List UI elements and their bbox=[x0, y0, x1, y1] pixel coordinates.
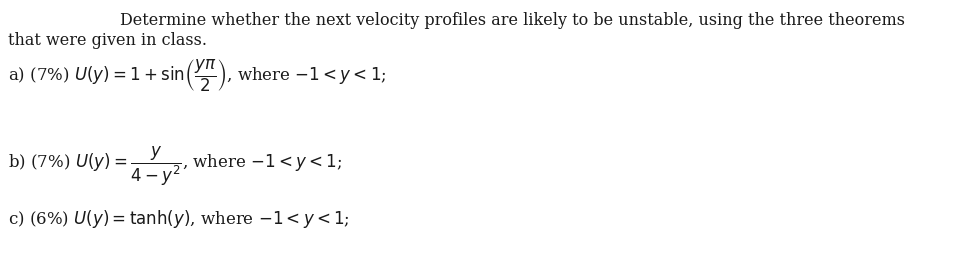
Text: a) (7%) $U(y)=1+\sin\!\left(\dfrac{y\pi}{2}\right)$, where $-1<y<1$;: a) (7%) $U(y)=1+\sin\!\left(\dfrac{y\pi}… bbox=[8, 58, 386, 94]
Text: Determine whether the next velocity profiles are likely to be unstable, using th: Determine whether the next velocity prof… bbox=[120, 12, 905, 29]
Text: c) (6%) $U(y)=\tanh(y)$, where $-1<y<1$;: c) (6%) $U(y)=\tanh(y)$, where $-1<y<1$; bbox=[8, 208, 350, 230]
Text: b) (7%) $U(y)=\dfrac{y}{4-y^{2}}$, where $-1<y<1$;: b) (7%) $U(y)=\dfrac{y}{4-y^{2}}$, where… bbox=[8, 145, 342, 188]
Text: that were given in class.: that were given in class. bbox=[8, 32, 207, 49]
